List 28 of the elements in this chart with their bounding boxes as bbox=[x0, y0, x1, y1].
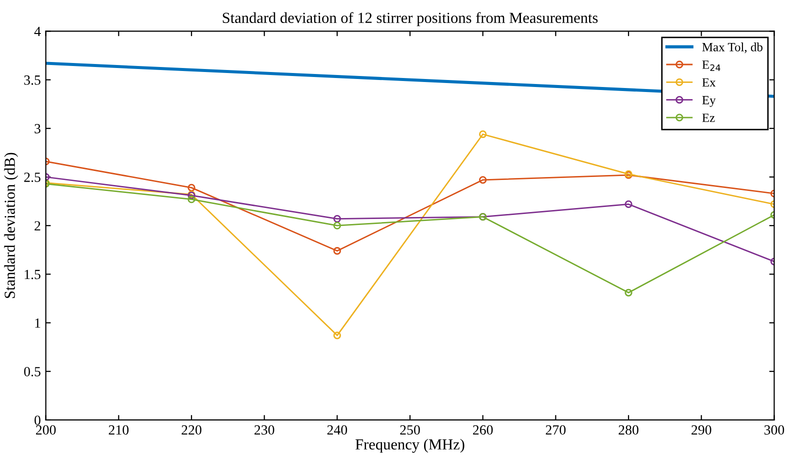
legend-label: Ez bbox=[702, 114, 715, 122]
x-tick-label: 220 bbox=[182, 425, 202, 435]
x-tick-label: 270 bbox=[546, 425, 566, 435]
x-tick-label: 280 bbox=[618, 425, 638, 435]
x-tick-label: 210 bbox=[108, 425, 129, 435]
y-tick-label: 0 bbox=[34, 416, 40, 425]
x-tick-label: 290 bbox=[692, 425, 712, 435]
x-tick-label: 230 bbox=[254, 425, 274, 435]
y-tick-label: 1.5 bbox=[24, 270, 40, 280]
y-tick-label: 3.5 bbox=[24, 75, 40, 85]
y-tick-label: 0.5 bbox=[24, 366, 40, 376]
x-tick-label: 260 bbox=[473, 425, 493, 435]
x-tick-label: 250 bbox=[400, 425, 420, 435]
legend-label: Ex bbox=[702, 78, 716, 87]
chart-title: Standard deviation of 12 stirrer positions from Measurements bbox=[222, 12, 598, 26]
y-tick-label: 3 bbox=[34, 124, 40, 134]
x-axis-title: Frequency (MHz) bbox=[356, 438, 464, 453]
y-tick-label: 2 bbox=[34, 221, 40, 230]
y-axis-title: Standard deviation (dB) bbox=[4, 152, 18, 298]
x-tick-label: 240 bbox=[327, 425, 348, 435]
legend-label: Max Tol, db bbox=[702, 42, 762, 54]
legend-label: Ey bbox=[702, 96, 716, 107]
x-tick-label: 200 bbox=[36, 425, 56, 435]
legend-label: E$_{24}$ bbox=[702, 60, 720, 71]
y-tick-label: 4 bbox=[34, 26, 41, 36]
y-tick-label: 1 bbox=[35, 318, 40, 328]
x-tick-label: 300 bbox=[764, 425, 784, 435]
y-tick-label: 2.5 bbox=[24, 172, 40, 182]
